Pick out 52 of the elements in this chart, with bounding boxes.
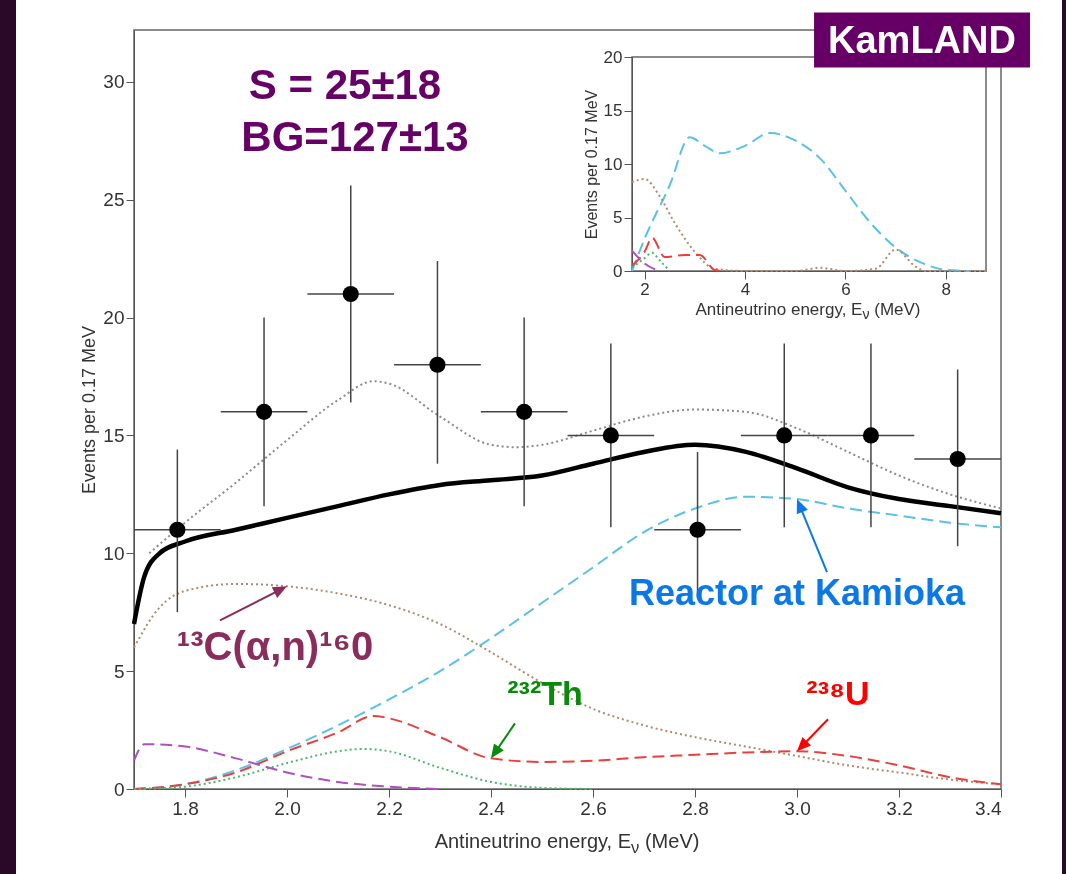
y-tick-label: 0 (113, 778, 125, 800)
point (862, 427, 880, 444)
point (949, 450, 966, 468)
x-tick-label: 2 (640, 279, 650, 299)
y-tick-label: 20 (103, 307, 125, 329)
point (516, 403, 533, 420)
point (169, 521, 186, 538)
y-axis-title: Events per 0.17 MeV (582, 89, 600, 240)
y-tick-label: 5 (113, 660, 125, 682)
x-tick-label: 2.6 (580, 797, 607, 819)
annotation: BG=127±13 (241, 113, 469, 161)
point (342, 285, 359, 303)
x-tick-label: 2.0 (274, 797, 301, 819)
y-tick-label: 0 (613, 261, 623, 281)
y-tick-label: 25 (103, 189, 125, 211)
annotation: S = 25±18 (248, 61, 442, 109)
x-axis-title: Antineutrino energy, E$_{ν}$ (MeV) (434, 830, 700, 858)
point (255, 403, 273, 420)
x-tick-label: 4 (740, 279, 751, 299)
x-tick-label: 8 (941, 279, 952, 299)
point (689, 521, 706, 538)
y-tick-label: 20 (603, 47, 623, 67)
x-tick-label: 2.8 (682, 797, 709, 819)
x-tick-label: 6 (841, 279, 851, 299)
annotation: ²³²Th (507, 674, 583, 713)
annotation: ²³⁸U (806, 674, 870, 713)
line-series (133, 743, 441, 790)
point (776, 427, 793, 444)
line-series (631, 251, 671, 272)
line-series (148, 380, 1002, 555)
y-axis-title: Events per 0.17 MeV (79, 325, 100, 495)
annotation: ¹³C(α,n)¹⁶0 (176, 624, 374, 669)
y-tick-label: 10 (103, 542, 125, 564)
x-tick-label: 3.2 (886, 797, 913, 819)
y-tick-label: 15 (103, 424, 125, 446)
y-tick-label: 30 (103, 71, 125, 93)
line-series (631, 131, 972, 272)
x-tick-label: 3.4 (975, 797, 1002, 819)
x-tick-label: 3.0 (784, 797, 811, 819)
y-tick-label: 5 (613, 208, 623, 227)
x-axis-title: Antineutrino energy, E$_{ν}$ (MeV) (695, 300, 921, 323)
annotation: KamLAND (814, 12, 1030, 68)
y-tick-label: 10 (603, 154, 623, 174)
line-series (131, 442, 1004, 627)
point (429, 356, 446, 373)
annotation: Reactor at Kamioka (628, 572, 967, 614)
point (602, 427, 619, 444)
x-tick-label: 1.8 (172, 797, 199, 819)
line-series (133, 747, 594, 790)
y-tick-label: 15 (603, 101, 623, 120)
x-tick-label: 2.2 (376, 797, 403, 819)
x-tick-label: 2.4 (478, 797, 506, 819)
